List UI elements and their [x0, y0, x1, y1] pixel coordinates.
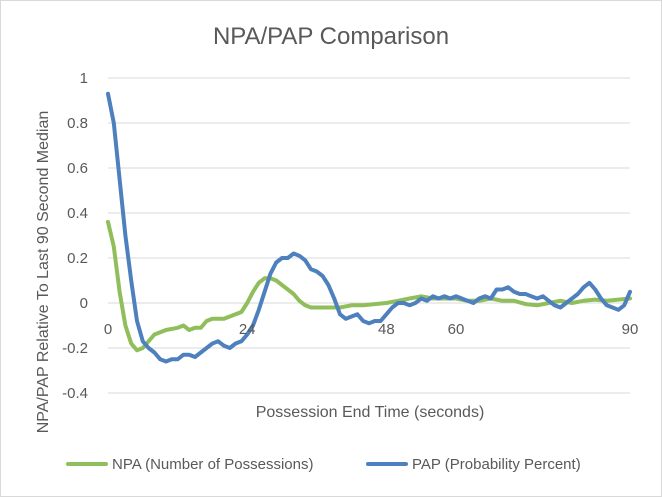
series-lines: [106, 91, 632, 364]
y-tick-label: 0.4: [67, 205, 88, 222]
y-tick-label: 1: [80, 70, 88, 87]
y-tick-label: 0.6: [67, 160, 88, 177]
series-line-npa: [106, 220, 632, 353]
y-tick-label: 0.2: [67, 250, 88, 267]
y-tick-label: 0: [80, 295, 88, 312]
x-axis-title: Possession End Time (seconds): [256, 404, 485, 421]
x-tick-label: 60: [448, 321, 465, 338]
y-tick-label: 0.8: [67, 115, 88, 132]
y-tick-labels: -0.4 -0.2 0 0.2 0.4 0.6 0.8 1: [62, 70, 88, 402]
legend: NPA (Number of Possessions) PAP (Probabil…: [66, 456, 581, 473]
y-tick-label: -0.4: [62, 385, 88, 402]
x-tick-label: 0: [104, 321, 112, 338]
y-axis-title: NPA/PAP Relative To Last 90 Second Media…: [35, 111, 52, 434]
x-tick-labels: 0 24 48 60 90: [104, 321, 639, 338]
x-tick-label: 48: [378, 321, 395, 338]
legend-label: PAP (Probability Percent): [412, 456, 581, 473]
x-tick-label: 24: [239, 321, 256, 338]
legend-label: NPA (Number of Possessions): [112, 456, 313, 473]
gridlines: [108, 77, 630, 394]
y-tick-label: -0.2: [62, 340, 88, 357]
chart-title: NPA/PAP Comparison: [213, 23, 449, 50]
series-line-pap: [106, 91, 632, 364]
x-tick-label: 90: [622, 321, 639, 338]
